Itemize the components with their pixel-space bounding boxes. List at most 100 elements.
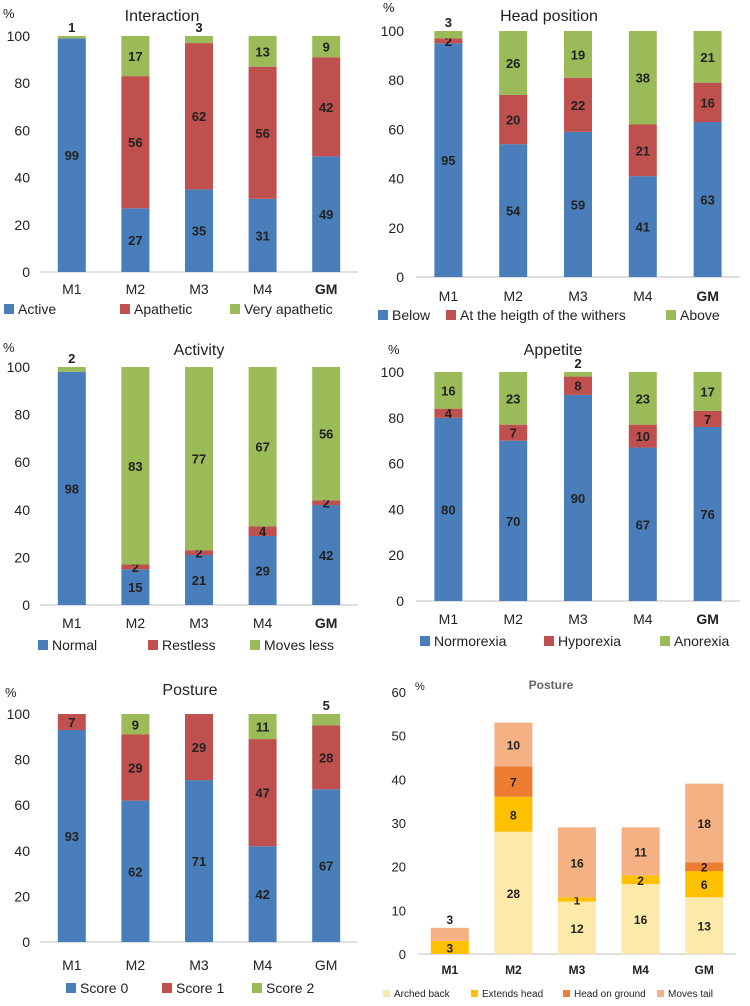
legend-label: Active [18, 301, 56, 317]
bar-segment [434, 417, 463, 601]
bar-segment [494, 766, 533, 797]
bar-segment [121, 36, 150, 77]
bar-segment [499, 440, 528, 601]
bar-segment [121, 714, 150, 735]
bar-segment [693, 122, 722, 278]
y-tick-label: 100 [7, 28, 31, 44]
data-label: 2 [323, 496, 330, 511]
data-label: 35 [192, 224, 206, 239]
legend-swatch [120, 304, 130, 314]
x-tick-label: GM [315, 957, 338, 973]
legend-swatch [66, 983, 76, 993]
bar-segment [558, 827, 596, 898]
data-label: 42 [319, 548, 333, 563]
x-tick-label: M2 [503, 611, 523, 627]
x-tick-label: GM [696, 611, 719, 627]
data-label: 42 [319, 100, 333, 115]
x-tick-label: M2 [126, 615, 146, 631]
bar-segment [628, 424, 657, 448]
bar-segment [564, 394, 592, 601]
data-label: 13 [255, 44, 269, 59]
data-label: 56 [255, 126, 269, 141]
legend-label: At the heigth of the withers [460, 307, 626, 323]
data-label: 11 [634, 845, 647, 859]
data-label: 80 [441, 502, 455, 517]
chart-title: Activity [174, 342, 225, 359]
bar-segment [312, 57, 341, 157]
legend-swatch [38, 640, 48, 650]
chart-title: Interaction [125, 8, 200, 25]
chart-panel-5: Posture% 0 20 40 60 80 100 M1 93 7 M2 62 29 9 M3 71 29 M4… [5, 682, 358, 996]
data-label: 6 [701, 878, 708, 892]
bar-segment [185, 189, 213, 272]
data-label: 2 [132, 560, 139, 575]
bar-segment [564, 376, 592, 395]
legend-swatch [563, 990, 570, 997]
x-tick-label: M4 [632, 963, 649, 977]
data-label: 16 [570, 856, 584, 870]
x-tick-label: M3 [568, 288, 588, 304]
y-tick-label: 20 [388, 220, 404, 236]
bar-segment [628, 124, 657, 177]
bar-segment [434, 38, 463, 44]
data-label: 10 [507, 738, 521, 752]
x-tick-label: M4 [253, 615, 273, 631]
data-label: 29 [128, 761, 142, 776]
x-tick-label: M1 [439, 288, 459, 304]
x-tick-label: M3 [189, 281, 209, 297]
bar-segment [499, 94, 528, 145]
bar-segment [312, 505, 341, 605]
bar-segment [57, 714, 86, 730]
data-label: 1 [68, 20, 75, 35]
y-tick-label: 40 [14, 170, 30, 186]
data-label: 19 [571, 47, 585, 62]
x-tick-label: M3 [569, 963, 586, 977]
chart-panel-2: Head position% 0 20 40 60 80 100 M1 95 2 3 M2 54 20 26… [378, 0, 740, 323]
data-label: 67 [319, 859, 333, 874]
data-label: 11 [256, 720, 270, 735]
data-label: 62 [128, 864, 142, 879]
y-tick-label: 0 [399, 947, 406, 962]
data-label: 62 [192, 109, 206, 124]
y-tick-label: 60 [392, 685, 406, 700]
y-axis-label: % [383, 0, 395, 15]
bar-segment [185, 43, 213, 190]
bar-segment [564, 131, 592, 277]
y-tick-label: 100 [381, 364, 405, 380]
data-label: 28 [319, 750, 333, 765]
data-label: 76 [700, 507, 714, 522]
bar-segment [248, 846, 277, 942]
bar-segment [693, 426, 722, 601]
y-tick-label: 20 [14, 549, 30, 565]
data-label: 95 [441, 153, 455, 168]
data-label: 90 [571, 491, 585, 506]
bar-segment [121, 800, 150, 942]
y-tick-label: 100 [7, 359, 31, 375]
x-tick-label: M4 [633, 611, 653, 627]
legend-swatch [4, 304, 14, 314]
legend-swatch [544, 636, 554, 646]
bar-segment [499, 31, 528, 95]
bar-segment [693, 82, 722, 123]
x-tick-label: M3 [189, 957, 209, 973]
bar-segment [564, 31, 592, 78]
data-label: 12 [570, 922, 584, 936]
data-label: 26 [506, 56, 520, 71]
legend-label: Moves less [264, 637, 334, 653]
chart-title: Appetite [524, 342, 583, 359]
bar-segment [434, 31, 463, 39]
bar-segment [248, 66, 277, 199]
data-label: 13 [698, 920, 712, 934]
y-tick-label: 40 [14, 502, 30, 518]
bar-segment [685, 897, 724, 954]
data-label: 8 [510, 808, 517, 822]
x-tick-label: M1 [62, 281, 82, 297]
legend-label: Apathetic [134, 301, 192, 317]
bar-segment [185, 714, 213, 781]
bar-segment [312, 367, 341, 501]
data-label: 16 [634, 913, 648, 927]
data-label: 2 [574, 356, 581, 371]
bar-segment [685, 862, 724, 872]
legend-label: Arched back [394, 989, 451, 1000]
